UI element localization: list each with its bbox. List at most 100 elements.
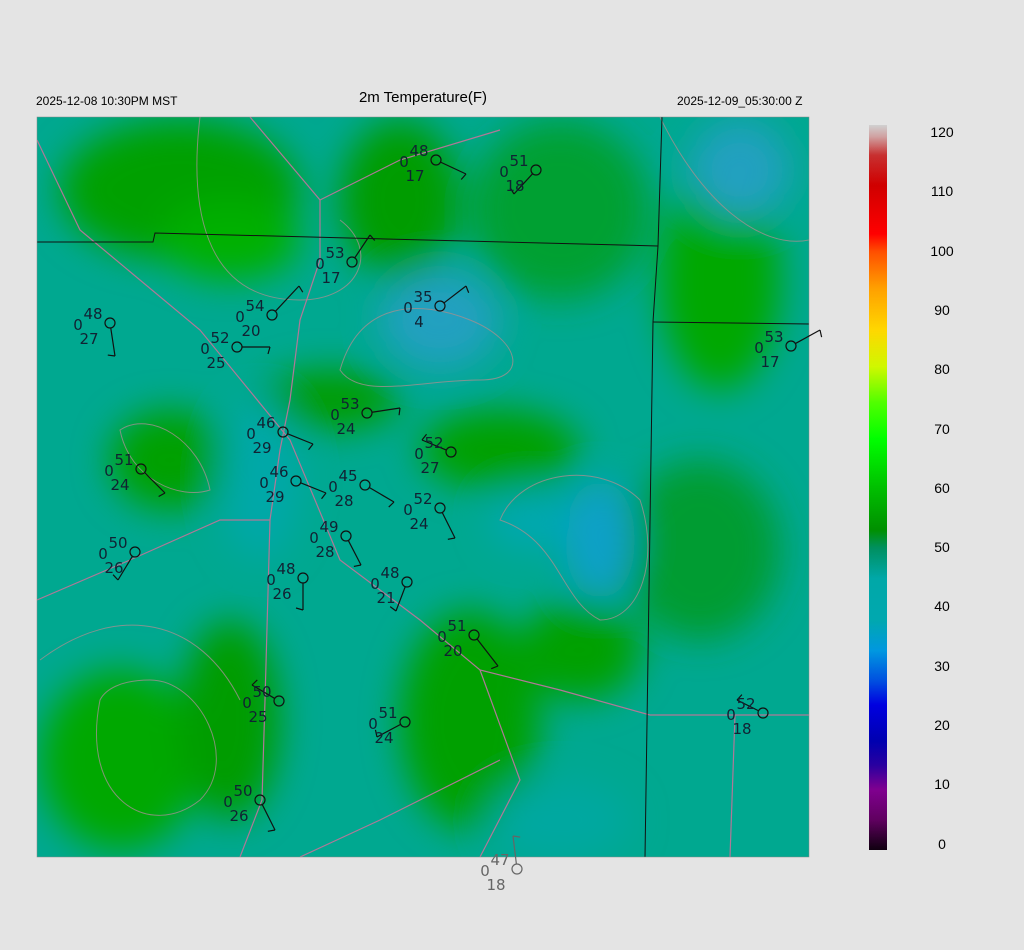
wind-barb-flag [251, 679, 258, 686]
station-circle-icon [401, 576, 413, 588]
station-dewpoint: 29 [265, 488, 284, 506]
station-temperature: 46 [256, 414, 275, 432]
station-gust: 0 [399, 153, 409, 171]
colorbar-tick-label: 120 [930, 124, 954, 140]
wind-barb-flag [158, 492, 166, 498]
station-circle-icon [266, 309, 278, 321]
station-gust: 0 [104, 462, 114, 480]
wind-barb-staff [347, 540, 362, 566]
wind-barb-staff [421, 439, 447, 451]
station-dewpoint: 24 [110, 476, 129, 494]
station-dewpoint: 17 [321, 269, 340, 287]
station-circle-icon [340, 530, 352, 542]
station-dewpoint: 17 [405, 167, 424, 185]
wind-barb-flag [353, 564, 362, 568]
wind-barb-staff [274, 285, 300, 312]
wind-barb-flag [736, 694, 743, 701]
station-dewpoint: 20 [241, 322, 260, 340]
station-temperature: 50 [252, 683, 271, 701]
wind-barb-flag [421, 433, 427, 441]
station-temperature: 51 [114, 451, 133, 469]
wind-barb-flag [447, 537, 456, 540]
station-dewpoint: 20 [443, 642, 462, 660]
station-temperature: 48 [276, 560, 295, 578]
station-circle-icon [399, 716, 411, 728]
station-temperature: 48 [83, 305, 102, 323]
station-gust: 0 [309, 529, 319, 547]
station-dewpoint: 24 [409, 515, 428, 533]
wind-barb-flag [107, 354, 116, 357]
station-dewpoint: 18 [505, 177, 524, 195]
station-gust: 0 [726, 706, 736, 724]
station-dewpoint: 28 [315, 543, 334, 561]
station-dewpoint: 29 [252, 439, 271, 457]
station-dewpoint: 4 [414, 313, 424, 331]
colorbar-tick-label: 110 [930, 183, 954, 200]
colorbar-tick-label: 80 [934, 361, 950, 378]
station-temperature: 49 [319, 518, 338, 536]
station-temperature: 46 [269, 463, 288, 481]
local-time: 2025-12-08 10:30PM MST [36, 94, 178, 108]
station-temperature: 47 [490, 851, 509, 869]
colorbar-tick-label: 40 [934, 598, 950, 615]
station-circle-icon [231, 341, 243, 353]
wind-barb-flag [308, 443, 314, 451]
station-temperature: 53 [340, 395, 359, 413]
station-dewpoint: 25 [206, 354, 225, 372]
colorbar-tick-label: 10 [934, 776, 950, 793]
station-dewpoint: 26 [272, 585, 291, 603]
station-temperature: 50 [233, 782, 252, 800]
station-gust: 0 [200, 340, 210, 358]
station-gust: 0 [328, 478, 338, 496]
wind-barb-staff [371, 407, 401, 413]
station-circle-icon [468, 629, 480, 641]
wind-barb-staff [144, 472, 166, 494]
station-circle-icon [129, 546, 141, 558]
valid-time: 2025-12-09_05:30:00 Z [677, 94, 803, 108]
wind-barb-flag [819, 329, 823, 338]
roads [37, 117, 809, 857]
station-dewpoint: 24 [374, 729, 393, 747]
station-gust: 0 [98, 545, 108, 563]
wind-barb-flag [398, 407, 401, 416]
station-gust: 0 [480, 862, 490, 880]
station-dewpoint: 26 [104, 559, 123, 577]
wind-barb-flag [298, 285, 304, 293]
wind-barb-flag [267, 829, 276, 832]
colorbar-tick-label: 90 [934, 301, 950, 318]
station-dewpoint: 28 [334, 492, 353, 510]
colorbar-tick-label: 0 [938, 835, 946, 852]
station-dewpoint: 18 [732, 720, 751, 738]
wind-barb-flag [321, 492, 327, 500]
station-temperature: 51 [509, 152, 528, 170]
station-dewpoint: 27 [79, 330, 98, 348]
station-gust: 0 [235, 308, 245, 326]
station-gust: 0 [223, 793, 233, 811]
station-circle-icon [434, 300, 446, 312]
station-temperature: 48 [409, 142, 428, 160]
colorbar-tick-label: 60 [934, 479, 950, 496]
map-title: 2m Temperature(F) [358, 89, 488, 106]
wind-barb-flag [374, 729, 378, 738]
station-temperature: 51 [447, 617, 466, 635]
wind-barb-staff [395, 586, 406, 612]
station-temperature: 53 [764, 328, 783, 346]
station-gust: 0 [266, 571, 276, 589]
station-dewpoint: 27 [420, 459, 439, 477]
wind-barb-staff [736, 699, 759, 712]
station-circle-icon [530, 164, 542, 176]
station-gust: 0 [242, 694, 252, 712]
station-circle-icon [297, 572, 309, 584]
state-borders [37, 117, 809, 857]
wind-barb-staff [369, 487, 395, 503]
